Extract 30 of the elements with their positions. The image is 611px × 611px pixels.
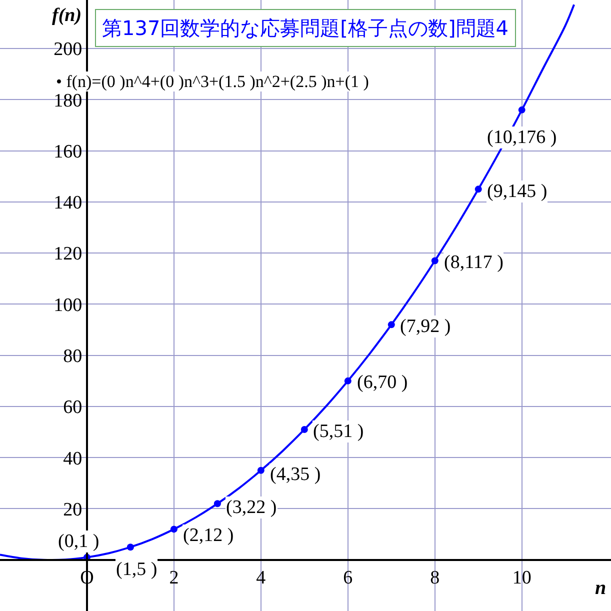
- x-tick-label: 4: [256, 568, 266, 589]
- text: 第137回数学的な応募問題[格子点の数]問題4: [102, 16, 509, 40]
- y-tick-label: 180: [54, 90, 82, 112]
- annotation: (8,117 ): [444, 252, 504, 273]
- y-tick-label: 160: [54, 141, 82, 162]
- y-tick-label: 120: [54, 244, 82, 265]
- annotation: (1,5 ): [116, 559, 158, 580]
- x-tick-label: 6: [343, 568, 353, 589]
- y-tick-label: 100: [54, 294, 82, 316]
- annotation: (10,176 ): [487, 127, 557, 148]
- y-tick-label: 60: [63, 397, 82, 418]
- annotation: (5,51 ): [313, 421, 364, 442]
- y-tick-label: 20: [63, 499, 82, 520]
- annotation: (9,145 ): [487, 181, 548, 202]
- x-tick-label: 2: [169, 568, 179, 589]
- y-tick-label: 80: [63, 346, 82, 367]
- annotation: (7,92 ): [400, 316, 451, 337]
- y-axis-title: f(n): [52, 5, 82, 26]
- y-tick-label: 140: [54, 192, 82, 214]
- x-axis-title: n: [595, 577, 606, 599]
- y-tick-label: 40: [63, 448, 82, 470]
- annotation: (6,70 ): [357, 372, 408, 393]
- x-tick-label: 8: [430, 568, 440, 589]
- annotation: • f(n)=(0 )n^4+(0 )n^3+(1.5 )n^2+(2.5 )n+(1 ): [56, 72, 369, 91]
- annotation: (4,35 ): [270, 464, 321, 485]
- x-tick-label: 10: [512, 568, 532, 589]
- y-tick-label: 200: [54, 39, 82, 60]
- annotation: (2,12 ): [183, 525, 234, 546]
- annotation: (0,1 ): [58, 531, 100, 552]
- annotation: (3,22 ): [226, 497, 277, 518]
